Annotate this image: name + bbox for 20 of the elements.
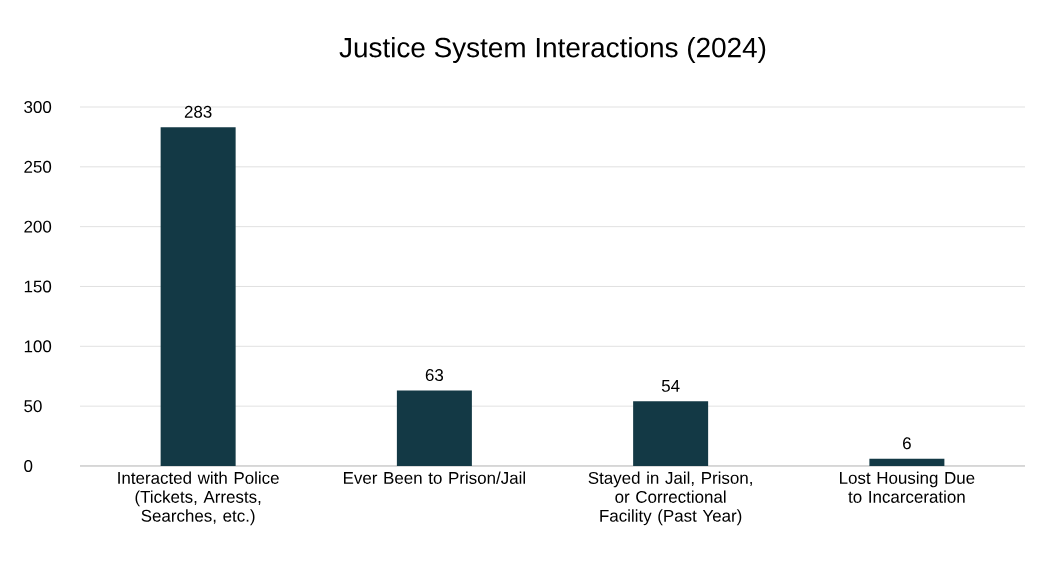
x-tick-label: Lost Housing Due to Incarceration — [840, 471, 975, 503]
y-tick-label: 150 — [24, 280, 52, 293]
x-tick-label: Interacted with Police (Tickets, Arrests, Searches, etc.) — [118, 471, 279, 526]
bar — [869, 458, 945, 466]
bar — [633, 401, 709, 466]
x-tick-label: Stayed in Jail, Prison, or Correctional Facility (Past Year) — [588, 471, 752, 526]
data-label: 54 — [661, 380, 680, 392]
data-label: 63 — [425, 369, 444, 382]
data-label: 283 — [184, 105, 212, 118]
y-tick-label: 250 — [24, 160, 52, 173]
y-tick-label: 300 — [24, 100, 52, 113]
data-label: 6 — [903, 437, 911, 450]
x-tick-label: Ever Been to Prison/Jail — [343, 471, 525, 484]
y-tick-label: 100 — [24, 340, 52, 353]
y-tick-label: 0 — [24, 459, 33, 472]
y-tick-label: 200 — [24, 220, 52, 233]
bar — [396, 390, 472, 466]
chart-title: Justice System Interactions (2024) — [339, 37, 766, 63]
y-tick-label: 50 — [24, 400, 42, 413]
bar — [160, 127, 236, 466]
